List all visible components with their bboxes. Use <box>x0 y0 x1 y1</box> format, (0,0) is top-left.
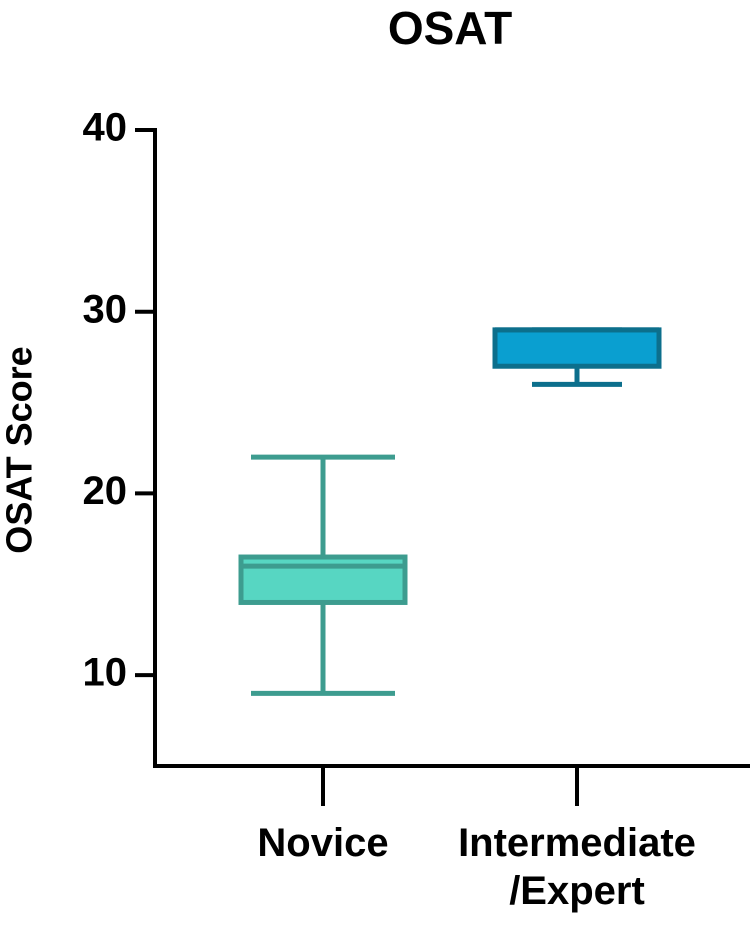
chart-title: OSAT <box>388 2 512 54</box>
y-tick-label: 20 <box>83 469 128 513</box>
x-tick-label: Novice <box>257 821 388 865</box>
y-tick-label: 10 <box>83 651 128 695</box>
x-tick-label: Intermediate/Expert <box>458 821 696 913</box>
y-tick-label: 30 <box>83 287 128 331</box>
y-tick-label: 40 <box>83 106 128 150</box>
box <box>492 327 662 369</box>
y-axis-label: OSAT Score <box>0 346 40 553</box>
